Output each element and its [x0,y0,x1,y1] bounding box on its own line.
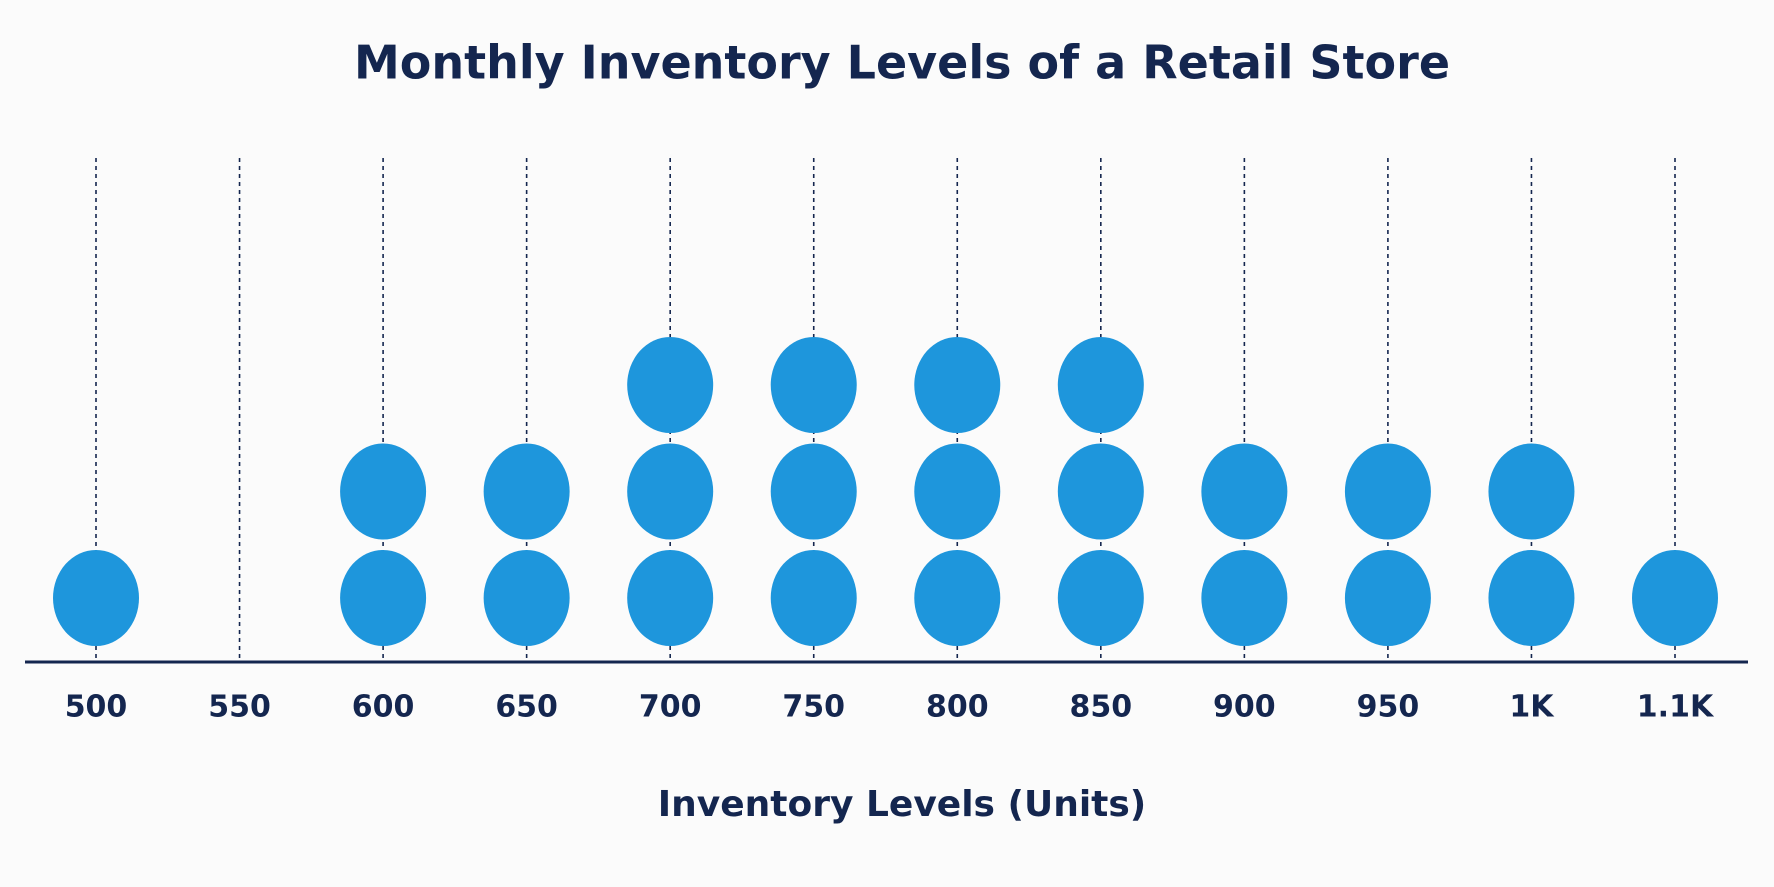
dot [914,337,1001,433]
x-tick-label: 550 [208,690,271,725]
x-tick-label: 800 [926,690,989,725]
dot [1057,550,1144,646]
x-tick-label: 700 [639,690,702,725]
dot [483,443,570,540]
dot [914,443,1001,540]
x-tick-label: 850 [1070,690,1133,725]
x-tick-label: 1.1K [1637,690,1715,725]
dot [1488,443,1575,540]
dot [1201,443,1288,540]
x-tick-label: 1K [1509,690,1555,725]
dot [914,550,1001,646]
dot [1344,550,1431,646]
x-tick-label: 500 [65,690,128,725]
dot [1632,550,1718,646]
dot [483,550,570,646]
dot [53,550,139,646]
dot [770,550,857,646]
chart-title: Monthly Inventory Levels of a Retail Sto… [354,36,1450,90]
dot [1057,443,1144,540]
x-axis-label: Inventory Levels (Units) [658,784,1147,825]
x-tick-label: 600 [352,690,415,725]
dot [1057,337,1144,433]
dot [340,550,427,646]
x-tick-label: 750 [782,690,845,725]
x-tick-label: 650 [495,690,558,725]
dot [770,337,857,433]
x-tick-label: 900 [1213,690,1276,725]
x-tick-label: 950 [1357,690,1420,725]
dot [627,550,714,646]
dot [1201,550,1288,646]
dot [1488,550,1575,646]
dot [770,443,857,540]
dot [1344,443,1431,540]
dot [627,443,714,540]
dot [627,337,714,433]
dot [340,443,427,540]
